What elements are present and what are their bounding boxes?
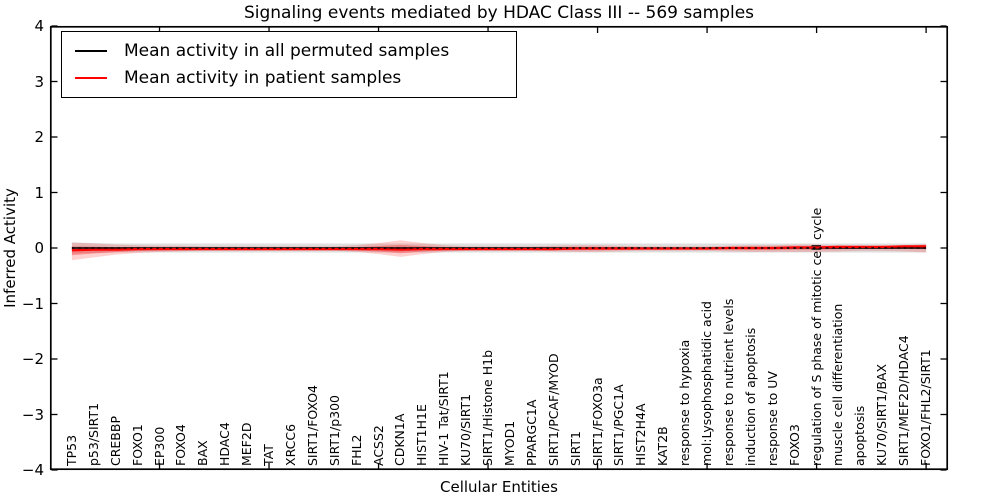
x-category-label: TP53 xyxy=(63,434,79,466)
y-tick-label: −4 xyxy=(21,461,44,479)
x-category-label: SIRT1/FOXO3a xyxy=(589,377,605,466)
legend-label: Mean activity in patient samples xyxy=(124,67,402,88)
legend-entry-patient: Mean activity in patient samples xyxy=(62,64,516,91)
x-category-label: CREBBP xyxy=(107,416,123,466)
patient-line-swatch xyxy=(75,76,107,79)
x-category-label: CDKN1A xyxy=(392,413,408,466)
x-category-label: FOXO4 xyxy=(173,424,189,466)
x-category-label: TAT xyxy=(261,444,277,466)
x-category-label: response to hypoxia xyxy=(677,339,693,466)
x-category-label: induction of apoptosis xyxy=(742,327,758,466)
y-tick-label: 3 xyxy=(34,72,44,91)
x-category-label: SIRT1/PCAF/MYOD xyxy=(545,353,561,466)
x-category-label: FHL2 xyxy=(348,434,364,466)
x-category-label: HIST1H1E xyxy=(414,404,430,466)
x-category-label: KAT2B xyxy=(655,426,671,466)
x-category-label: FOXO3 xyxy=(786,424,802,466)
x-category-label: SIRT1/Histone H1b xyxy=(480,349,496,466)
x-category-label: mol:Lysophosphatidic acid xyxy=(699,301,715,466)
legend-label: Mean activity in all permuted samples xyxy=(124,40,450,61)
x-axis-label: Cellular Entities xyxy=(440,478,558,496)
y-tick-label: 0 xyxy=(34,239,44,257)
x-category-label: SIRT1/PGC1A xyxy=(611,384,627,466)
y-tick-label: 2 xyxy=(34,128,44,146)
x-category-label: SIRT1 xyxy=(567,431,583,466)
y-tick-label: 4 xyxy=(34,17,44,35)
legend-entry-permuted: Mean activity in all permuted samples xyxy=(62,37,516,64)
x-category-label: HDAC4 xyxy=(217,422,233,466)
x-category-label: ACSS2 xyxy=(370,425,386,466)
x-category-label: muscle cell differentiation xyxy=(830,303,846,466)
x-category-label: MEF2D xyxy=(239,422,255,466)
x-category-label: SIRT1/FOXO4 xyxy=(304,385,320,466)
x-category-label: MYOD1 xyxy=(501,420,517,466)
x-category-label: BAX xyxy=(195,440,211,466)
x-category-label: FOXO1 xyxy=(129,424,145,466)
x-category-label: EP300 xyxy=(151,426,167,466)
x-category-label: regulation of S phase of mitotic cell cy… xyxy=(808,207,824,466)
permuted-line-swatch xyxy=(75,49,107,52)
x-category-label: KU70/SIRT1/BAX xyxy=(874,363,890,466)
x-category-label: SIRT1/MEF2D/HDAC4 xyxy=(896,335,912,466)
x-category-label: p53/SIRT1 xyxy=(85,402,101,466)
y-tick-label: −3 xyxy=(21,405,44,424)
y-tick-label: 1 xyxy=(34,183,44,202)
x-category-label: HIV-1 Tat/SIRT1 xyxy=(436,371,452,466)
x-category-label: response to UV xyxy=(764,371,780,466)
x-category-label: FOXO1/FHL2/SIRT1 xyxy=(918,349,934,466)
x-category-label: apoptosis xyxy=(852,405,868,466)
x-category-label: response to nutrient levels xyxy=(720,298,736,466)
chart-title: Signaling events mediated by HDAC Class … xyxy=(243,3,755,23)
x-category-label: PPARGC1A xyxy=(523,399,539,466)
y-tick-label: −1 xyxy=(21,294,44,313)
x-category-label: SIRT1/p300 xyxy=(326,395,342,466)
legend: Mean activity in all permuted samples Me… xyxy=(61,31,517,98)
x-category-label: HIST2H4A xyxy=(633,403,649,466)
x-category-label: KU70/SIRT1 xyxy=(458,393,474,466)
y-tick-label: −2 xyxy=(21,350,44,368)
x-category-label: XRCC6 xyxy=(282,423,298,466)
